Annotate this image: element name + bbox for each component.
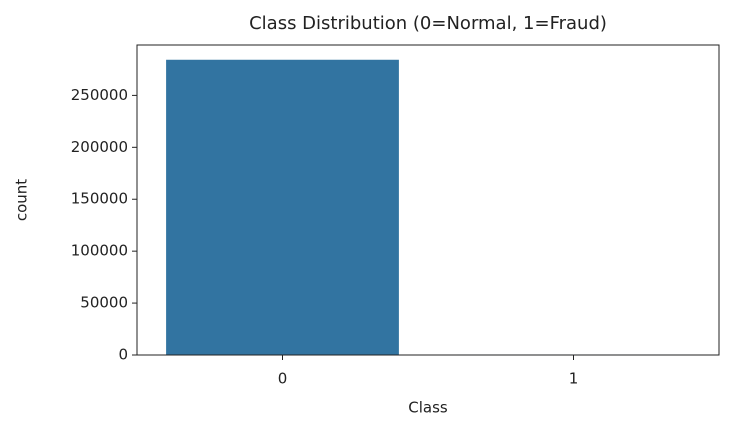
x-tick-label: 0 [278, 370, 288, 388]
chart-title: Class Distribution (0=Normal, 1=Fraud) [249, 13, 607, 34]
y-tick-label: 100000 [71, 242, 128, 260]
y-axis-label: count [13, 179, 31, 221]
y-tick-label: 150000 [71, 190, 128, 208]
x-axis-label: Class [408, 399, 448, 417]
y-tick-label: 0 [118, 346, 128, 364]
y-tick-label: 250000 [71, 86, 128, 104]
axes-frame [136, 44, 720, 356]
bar [166, 59, 399, 356]
y-tick-label: 50000 [80, 294, 128, 312]
x-tick-label: 1 [569, 370, 579, 388]
y-tick-label: 200000 [71, 138, 128, 156]
